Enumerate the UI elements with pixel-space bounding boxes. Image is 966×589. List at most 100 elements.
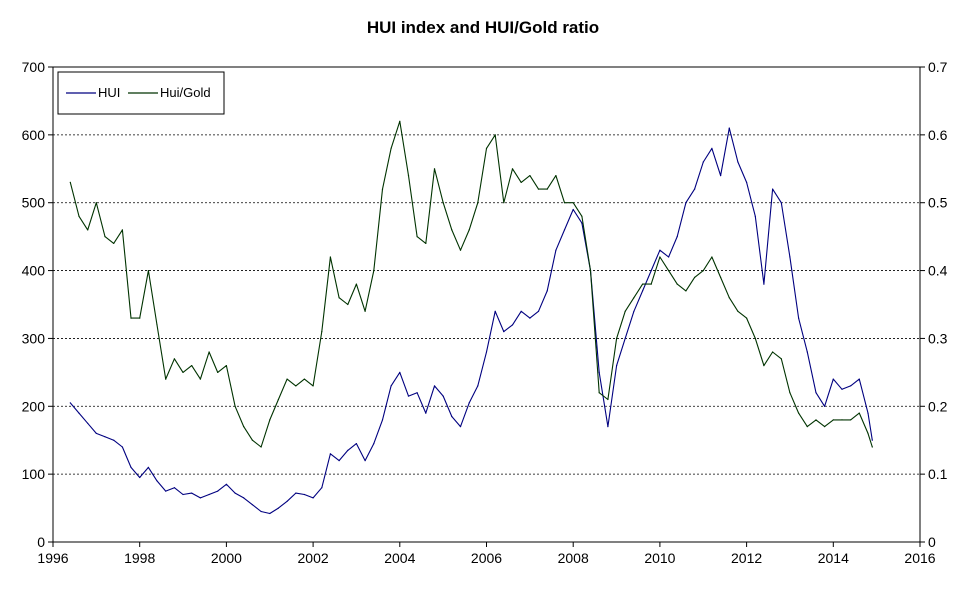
data-point — [199, 497, 201, 499]
data-point — [763, 283, 765, 285]
data-point — [321, 331, 323, 333]
data-point — [616, 365, 618, 367]
y-tick-label: 400 — [22, 263, 46, 279]
data-point — [798, 317, 800, 319]
data-point — [191, 365, 193, 367]
data-point — [511, 324, 514, 326]
y-axis-left: 0 100 200 300 400 500 600 700 — [22, 59, 53, 550]
data-point — [624, 337, 626, 339]
series-ratio — [69, 120, 873, 448]
data-point — [407, 175, 410, 177]
data-point — [485, 147, 488, 149]
data-point — [650, 270, 652, 272]
data-point — [650, 283, 652, 285]
data-point — [425, 412, 427, 414]
data-point — [442, 202, 444, 204]
data-point — [668, 270, 670, 272]
y-tick-label: 500 — [22, 195, 46, 211]
data-point — [78, 412, 80, 414]
data-point — [130, 466, 132, 468]
data-point — [780, 358, 782, 360]
data-point — [390, 385, 392, 387]
y-tick-label: 200 — [22, 398, 46, 414]
grid — [53, 134, 920, 475]
data-point — [355, 443, 357, 445]
data-point — [451, 229, 453, 231]
data-point — [511, 168, 514, 170]
data-point — [589, 270, 592, 272]
data-point — [269, 512, 271, 515]
data-point — [95, 202, 97, 204]
series-hui — [69, 127, 873, 515]
data-point — [702, 270, 704, 272]
data-point — [702, 161, 704, 163]
data-point — [616, 337, 618, 339]
data-point — [121, 446, 123, 448]
x-tick-label: 2004 — [384, 550, 415, 566]
data-point — [182, 371, 184, 373]
data-point — [824, 405, 826, 407]
data-point — [165, 490, 167, 492]
data-point — [642, 283, 644, 285]
data-point — [416, 392, 418, 394]
x-tick-label: 1996 — [37, 550, 68, 566]
legend-label-ratio: Hui/Gold — [160, 85, 211, 100]
data-point — [442, 395, 444, 397]
data-point — [485, 351, 488, 353]
data-point — [390, 147, 392, 149]
x-tick-label: 2002 — [298, 550, 329, 566]
x-tick-label: 2014 — [818, 550, 849, 566]
data-point — [295, 385, 297, 387]
data-point — [607, 426, 609, 428]
data-point — [338, 297, 340, 299]
data-point — [277, 507, 279, 509]
data-point — [737, 310, 739, 312]
data-point — [477, 202, 479, 204]
data-point — [858, 412, 860, 414]
data-point — [763, 365, 765, 367]
data-point — [295, 492, 297, 494]
data-point — [659, 256, 661, 258]
data-point — [824, 426, 826, 428]
data-point — [850, 419, 852, 421]
x-tick-label: 2016 — [904, 550, 935, 566]
data-point — [147, 466, 149, 468]
data-point — [113, 439, 115, 441]
data-point — [69, 181, 71, 183]
data-point — [104, 436, 106, 438]
data-point — [121, 229, 123, 231]
data-point — [572, 208, 574, 211]
data-point — [520, 181, 522, 183]
data-point — [477, 385, 479, 387]
data-point — [303, 493, 305, 496]
data-point — [104, 236, 106, 238]
data-point — [225, 365, 227, 367]
data-point — [546, 290, 548, 292]
data-point — [286, 378, 288, 380]
data-point — [537, 188, 540, 190]
data-point — [668, 256, 670, 258]
y-tick-label: 100 — [22, 466, 46, 482]
data-point — [347, 303, 349, 306]
data-point — [789, 392, 791, 394]
data-point — [459, 426, 462, 428]
y2-tick-label: 0.5 — [928, 195, 948, 211]
data-point — [416, 236, 418, 238]
data-point — [364, 310, 366, 312]
data-point — [780, 202, 782, 204]
data-point — [772, 351, 774, 353]
data-point — [694, 276, 696, 278]
legend-label-hui: HUI — [98, 85, 120, 100]
data-point — [87, 422, 89, 424]
data-point — [113, 242, 115, 244]
y-tick-label: 300 — [22, 330, 46, 346]
data-point — [425, 242, 427, 244]
data-point — [581, 215, 583, 217]
data-point — [225, 483, 227, 485]
data-point — [78, 215, 80, 217]
data-point — [754, 337, 756, 339]
x-axis: 1996 1998 2000 2002 2004 2006 2008 2010 2012 2014… — [37, 542, 936, 566]
data-point — [659, 249, 661, 251]
data-point — [685, 202, 687, 204]
